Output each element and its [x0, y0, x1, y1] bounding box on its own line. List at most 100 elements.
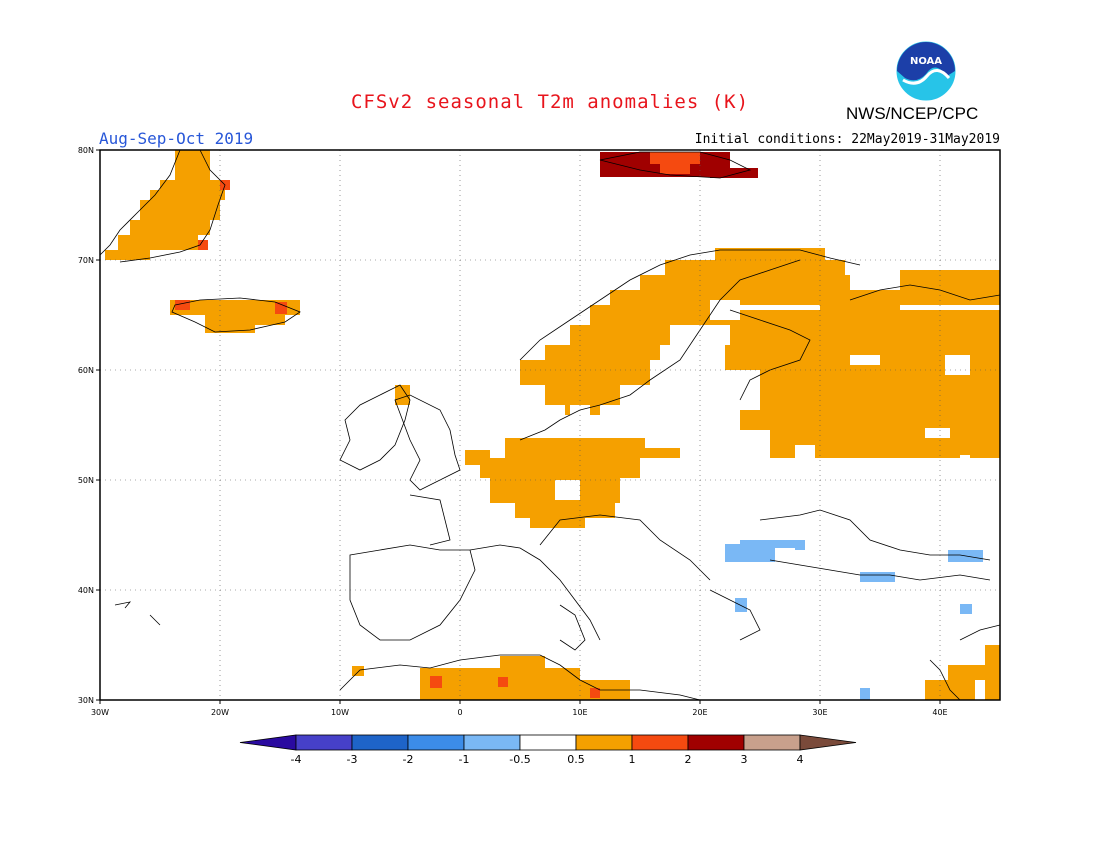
anomaly-cell	[515, 503, 615, 518]
anomaly-cell	[175, 300, 190, 310]
anomaly-cell	[160, 180, 225, 200]
anomaly-cell	[760, 370, 1000, 410]
lon-tick-label: 40E	[932, 708, 947, 717]
coastline-segment	[709, 589, 761, 641]
coastline-segment	[759, 509, 991, 561]
anomaly-cell	[740, 540, 800, 548]
coastline-segment	[394, 394, 461, 491]
anomaly-cell	[985, 645, 1000, 700]
anomaly-cell	[205, 315, 285, 325]
coastline-segment	[599, 151, 752, 179]
anomaly-cell	[850, 355, 880, 365]
anomaly-cell	[650, 152, 700, 164]
lon-tick-label: 30E	[812, 708, 827, 717]
colorbar-box	[687, 734, 745, 751]
colorbar-box	[295, 734, 353, 751]
colorbar-label: -3	[347, 753, 358, 766]
anomaly-cell	[545, 345, 660, 360]
anomaly-cell	[715, 248, 825, 263]
colorbar-label: -0.5	[509, 753, 530, 766]
coastline-segment	[114, 601, 132, 609]
colorbar-label: 0.5	[567, 753, 585, 766]
colorbar-box	[463, 734, 521, 751]
anomaly-cell	[795, 540, 805, 550]
lat-tick-label: 70N	[78, 256, 94, 265]
agency-label: NWS/NCEP/CPC	[846, 104, 979, 123]
anomaly-cell	[520, 360, 650, 385]
colorbar-label: 1	[629, 753, 636, 766]
axis-ticks: 30W 20W 10W 0 10E 20E 30E 40E 30N 40N 50N 60N 70N 80N	[78, 146, 948, 717]
anomaly-cell	[730, 310, 820, 345]
anomaly-cell	[610, 290, 1000, 305]
anomaly-cell	[960, 604, 972, 614]
anomaly-cell	[710, 300, 740, 320]
anomaly-cell	[960, 455, 970, 465]
coastline-segment	[849, 284, 1001, 301]
anomaly-cell	[665, 260, 845, 275]
lon-tick-label: 30W	[91, 708, 109, 717]
anomaly-cell	[555, 480, 580, 500]
anomaly-cell	[150, 190, 170, 200]
graticule	[100, 150, 1000, 700]
initial-conditions-label: Initial conditions: 22May2019-31May2019	[694, 132, 1000, 147]
coastline-segment	[959, 624, 1001, 641]
colorbar-box	[351, 734, 409, 751]
season-label: Aug-Sep-Oct 2019	[99, 129, 254, 148]
anomaly-cell	[860, 572, 895, 582]
coastline-segment	[339, 654, 701, 701]
lat-tick-label: 60N	[78, 366, 94, 375]
coastline-segment	[559, 604, 586, 651]
colorbar-box	[631, 734, 689, 751]
coastline-segment	[119, 149, 226, 263]
anomaly-cell	[105, 250, 150, 260]
anomaly-cell	[205, 325, 255, 333]
colorbar-label: 2	[685, 753, 692, 766]
lat-tick-label: 50N	[78, 476, 94, 485]
coastline-segment	[729, 309, 811, 401]
anomaly-cell	[590, 688, 600, 698]
anomaly-cell	[545, 385, 620, 405]
anomaly-cell	[900, 270, 1000, 290]
colorbar-label: -2	[403, 753, 414, 766]
lat-tick-label: 80N	[78, 146, 94, 155]
anomaly-cell	[735, 598, 747, 612]
map-title: CFSv2 seasonal T2m anomalies (K)	[350, 91, 750, 113]
anomaly-cell	[480, 458, 640, 478]
anomaly-cell	[565, 405, 620, 415]
anomaly-cell	[948, 665, 988, 680]
anomaly-cell	[395, 385, 410, 405]
colorbar-box	[407, 734, 465, 751]
colorbar-label: 3	[741, 753, 748, 766]
anomaly-cell	[660, 164, 690, 174]
lon-tick-label: 10W	[331, 708, 349, 717]
coastline-segment	[339, 384, 411, 471]
anomaly-cell	[945, 355, 970, 375]
anomaly-cell	[500, 656, 545, 671]
colorbar-label: 4	[797, 753, 804, 766]
anomaly-cell	[130, 220, 210, 235]
anomaly-cell	[590, 305, 730, 325]
coastline-segment	[469, 544, 601, 641]
coastline-segment	[149, 614, 161, 626]
anomaly-cell	[140, 200, 220, 220]
anomaly-cell	[118, 235, 198, 250]
colorbar-box	[519, 734, 577, 751]
anomaly-cell	[498, 677, 508, 687]
colorbar-arrow-low	[239, 734, 297, 751]
anomaly-cell	[740, 410, 1000, 430]
anomaly-cell	[275, 302, 287, 314]
anomaly-cell	[600, 405, 620, 415]
lat-tick-label: 30N	[78, 696, 94, 705]
anomaly-cell	[175, 150, 210, 180]
colorbar-arrow-high	[799, 734, 857, 751]
anomaly-cell	[570, 325, 670, 345]
anomaly-cell	[640, 448, 680, 458]
anomaly-cell	[900, 310, 1000, 350]
coastline-segment	[171, 297, 301, 333]
anomaly-cell	[860, 688, 870, 700]
map-frame	[99, 149, 1001, 701]
anomaly-cell	[505, 438, 645, 458]
coastline-segment	[769, 559, 991, 581]
